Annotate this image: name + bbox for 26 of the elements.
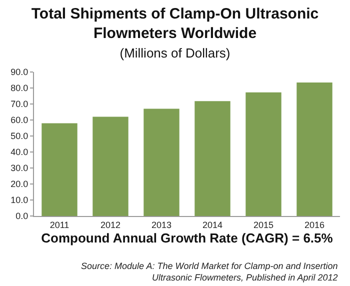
y-tick-label: 20.0 [10, 179, 28, 190]
chart-subtitle: (Millions of Dollars) [120, 46, 230, 61]
y-tick-label: 80.0 [10, 83, 28, 94]
x-tick-label: 2015 [253, 220, 274, 230]
y-tick-label: 70.0 [10, 99, 28, 110]
x-tick-label: 2012 [100, 220, 121, 230]
bar [246, 92, 282, 216]
x-tick-label: 2014 [202, 220, 223, 230]
y-tick-label: 40.0 [10, 147, 28, 158]
x-axis-title: Compound Annual Growth Rate (CAGR) = 6.5% [41, 230, 334, 246]
x-tick-label: 2013 [151, 220, 172, 230]
y-tick-label: 0.0 [16, 211, 28, 222]
x-tick-label: 2011 [50, 220, 70, 230]
y-tick-label: 10.0 [10, 195, 28, 206]
source-note: Source: Module A: The World Market for Clamp-on and Insertion Ultrasonic Flowmeters, Published in April 2012 [81, 261, 338, 283]
bar [144, 108, 180, 216]
y-tick-label: 30.0 [10, 163, 28, 174]
y-tick-label: 50.0 [10, 131, 28, 142]
y-tick-label: 60.0 [10, 115, 28, 126]
y-tick-label: 90.0 [10, 67, 28, 78]
bar [42, 123, 78, 216]
bar [194, 101, 230, 216]
bar [92, 116, 128, 216]
x-tick-label: 2016 [304, 220, 325, 230]
bar [296, 82, 332, 216]
chart-title: Total Shipments of Clamp-On Ultrasonic Flowmeters Worldwide [31, 6, 319, 42]
